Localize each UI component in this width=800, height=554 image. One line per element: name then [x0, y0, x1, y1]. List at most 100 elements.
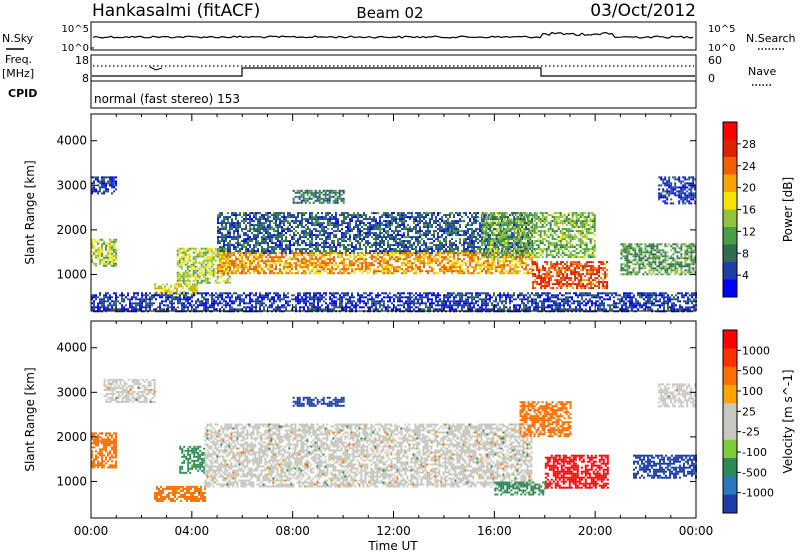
nave-trace: [92, 67, 695, 77]
x-tick-label: 00:00: [74, 524, 109, 538]
x-tick-label: 16:00: [477, 524, 512, 538]
colorbar-tick-label: 28: [742, 138, 756, 151]
y-axis-label: Slant Range [km]: [23, 367, 37, 471]
y-tick-label: 3000: [56, 178, 87, 192]
velocity-panel: 1000 2000 3000 4000 Slant Range [km]: [23, 320, 697, 519]
y-tick-label: 2000: [56, 223, 87, 237]
power-region: [532, 261, 609, 290]
time-axis: 00:00 04:00 08:00 12:00 16:00 20:00 00:00: [74, 524, 714, 538]
power-panel: 1000 2000 3000 4000 Slant Range [km]: [23, 113, 697, 313]
beam-title: Beam 02: [356, 4, 423, 22]
colorbar-swatch: [723, 262, 737, 280]
velocity-region: [204, 423, 533, 488]
colorbar-swatch: [723, 227, 737, 245]
noise-sky-trace: [92, 31, 694, 39]
colorbar-tick-label: -500: [742, 466, 767, 479]
velocity-region: [103, 378, 156, 403]
velocity-region: [91, 432, 117, 469]
power-colorbar-label: Power [dB]: [781, 177, 795, 242]
colorbar-swatch: [723, 384, 737, 404]
nave-label: Nave: [748, 65, 776, 78]
colorbar-swatch: [723, 366, 737, 386]
y-tick-label: 4000: [56, 341, 87, 355]
colorbar-swatch: [723, 439, 737, 459]
x-axis-label: Time UT: [367, 539, 418, 553]
x-tick-label: 20:00: [578, 524, 613, 538]
y-tick-label: 1000: [56, 474, 87, 488]
colorbar-tick-label: 24: [742, 160, 756, 173]
freq-label-line1: Freq.: [5, 53, 32, 66]
colorbar-tick-label: 4: [742, 269, 749, 282]
x-tick-label: 08:00: [275, 524, 310, 538]
date-title: 03/Oct/2012: [590, 1, 696, 21]
colorbar-tick-label: -100: [742, 446, 767, 459]
colorbar-swatch: [723, 209, 737, 228]
velocity-region: [292, 396, 345, 407]
nsearch-label: N.Search: [746, 32, 796, 45]
colorbar-swatch: [723, 330, 737, 349]
colorbar-tick-label: 500: [742, 365, 763, 378]
y-tick-label: 3000: [56, 385, 87, 399]
freq-tick-high: 18: [75, 54, 89, 67]
colorbar-tick-label: -1000: [742, 487, 774, 500]
velocity-colorbar-label: Velocity [m s^-1]: [781, 369, 795, 473]
colorbar-frame: [722, 329, 738, 514]
velocity-region: [633, 454, 697, 479]
noise-tick-low-right: 10^0: [708, 43, 735, 54]
velocity-region: [494, 481, 547, 496]
colorbar-swatch: [723, 279, 737, 298]
velocity-region: [179, 445, 206, 474]
colorbar-tick-label: -25: [742, 426, 760, 439]
freq-tick-low: 8: [82, 72, 89, 85]
velocity-region: [544, 454, 609, 489]
colorbar-swatch: [723, 244, 737, 263]
colorbar-tick-label: 20: [742, 182, 756, 195]
power-region: [481, 212, 596, 259]
power-region: [620, 243, 697, 276]
power-region: [292, 189, 345, 204]
x-tick-label: 00:00: [679, 524, 714, 538]
noise-tick-high-left: 10^5: [62, 24, 89, 35]
colorbar-swatch: [723, 174, 737, 193]
colorbar-swatch: [723, 157, 737, 175]
power-region: [91, 238, 117, 267]
site-title: Hankasalmi (fitACF): [92, 1, 260, 21]
colorbar-swatch: [723, 403, 737, 422]
power-region: [658, 176, 697, 205]
colorbar-tick-label: 12: [742, 225, 756, 238]
colorbar-tick-label: 100: [742, 385, 763, 398]
velocity-colorbar: 1000 500 100 25 -25 -100 -500 -1000 Velocity [m …: [722, 329, 795, 514]
colorbar-swatch: [723, 348, 737, 368]
power-colorbar: 28 24 20 16 12 8 4 Power [dB]: [722, 121, 795, 298]
freq-label-line2: [MHz]: [2, 67, 34, 80]
plot-background: [91, 321, 696, 518]
y-tick-label: 2000: [56, 430, 87, 444]
colorbar-tick-label: 8: [742, 247, 749, 260]
nave-tick-high: 60: [708, 54, 722, 67]
cpid-panel-frame: [90, 80, 697, 109]
nsky-label: N.Sky: [2, 32, 34, 45]
noise-tick-high-right: 10^5: [708, 24, 735, 35]
colorbar-tick-label: 16: [742, 204, 756, 217]
colorbar-swatch: [723, 458, 737, 477]
colorbar-swatch: [723, 421, 737, 441]
cpid-label: CPID: [8, 87, 37, 100]
colorbar-swatch: [723, 192, 737, 210]
y-tick-label: 1000: [56, 267, 87, 281]
x-tick-label: 12:00: [376, 524, 411, 538]
y-tick-label: 4000: [56, 134, 87, 148]
colorbar-tick-label: 25: [742, 405, 756, 418]
colorbar-swatch: [723, 476, 737, 496]
velocity-region: [154, 485, 206, 502]
power-region: [91, 176, 117, 195]
y-axis-label: Slant Range [km]: [23, 160, 37, 264]
cpid-text: normal (fast stereo) 153: [94, 92, 240, 106]
noise-tick-low-left: 10^0: [62, 43, 89, 54]
nave-tick-low: 0: [708, 72, 715, 85]
velocity-region: [519, 401, 572, 438]
colorbar-swatch: [723, 494, 737, 514]
freq-blip: [149, 66, 163, 71]
colorbar-swatch: [723, 139, 737, 158]
noise-panel-frame: [90, 21, 697, 51]
